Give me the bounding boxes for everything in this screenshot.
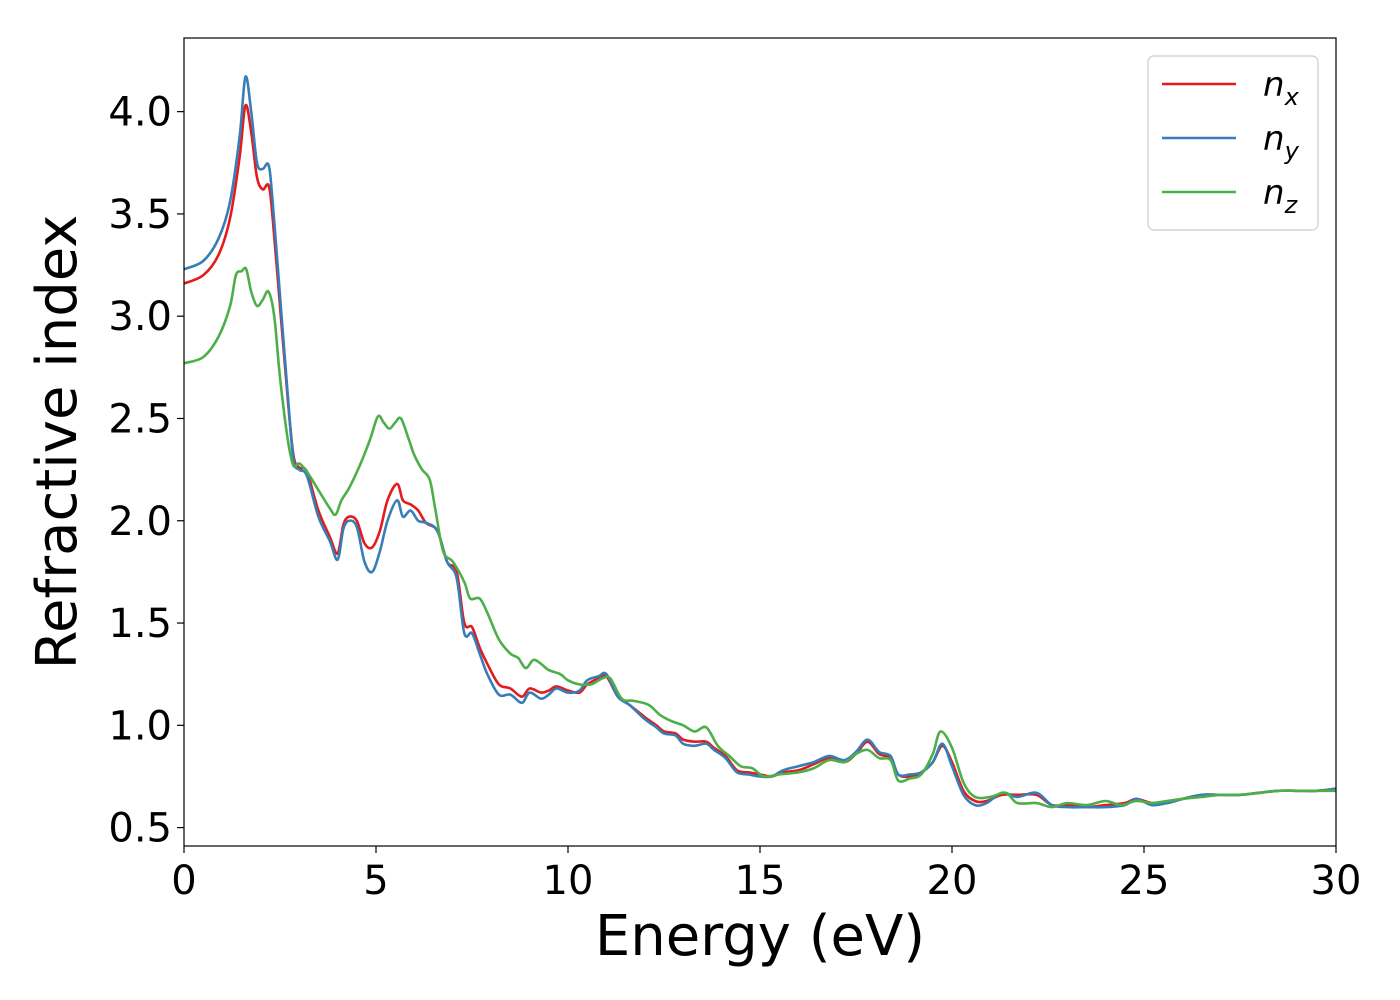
series-line-y [184,75,1336,809]
x-tick-label: 5 [363,858,388,904]
series-line-z [184,266,1336,809]
y-axis-title: Refractive index [25,215,90,670]
x-axis-ticks: 0 5 10 15 20 25 30 [171,846,1361,904]
x-tick-label: 0 [171,858,196,904]
x-tick-label: 20 [927,858,978,904]
legend: nx ny nz [1147,55,1319,231]
y-tick-label: 0.5 [108,806,172,852]
y-tick-label: 4.0 [108,90,172,136]
x-tick-label: 10 [543,858,594,904]
y-tick-label: 1.0 [108,703,172,749]
legend-label-z: nz [1263,173,1299,219]
legend-label-x: nx [1263,65,1300,111]
x-tick-label: 30 [1311,858,1362,904]
y-tick-label: 2.5 [108,396,172,442]
y-tick-label: 3.0 [108,294,172,340]
x-tick-label: 25 [1119,858,1170,904]
legend-entries: nx ny nz [1162,65,1300,219]
y-axis-ticks: 0.5 1.0 1.5 2.0 2.5 3.0 3.5 4.0 [108,90,184,852]
y-tick-label: 2.0 [108,499,172,545]
y-tick-label: 3.5 [108,192,172,238]
legend-box [1147,55,1319,231]
x-axis-title: Energy (eV) [595,904,925,969]
y-tick-label: 1.5 [108,601,172,647]
legend-label-y: ny [1263,119,1300,165]
x-tick-label: 15 [735,858,786,904]
series-lines-group [184,75,1336,809]
